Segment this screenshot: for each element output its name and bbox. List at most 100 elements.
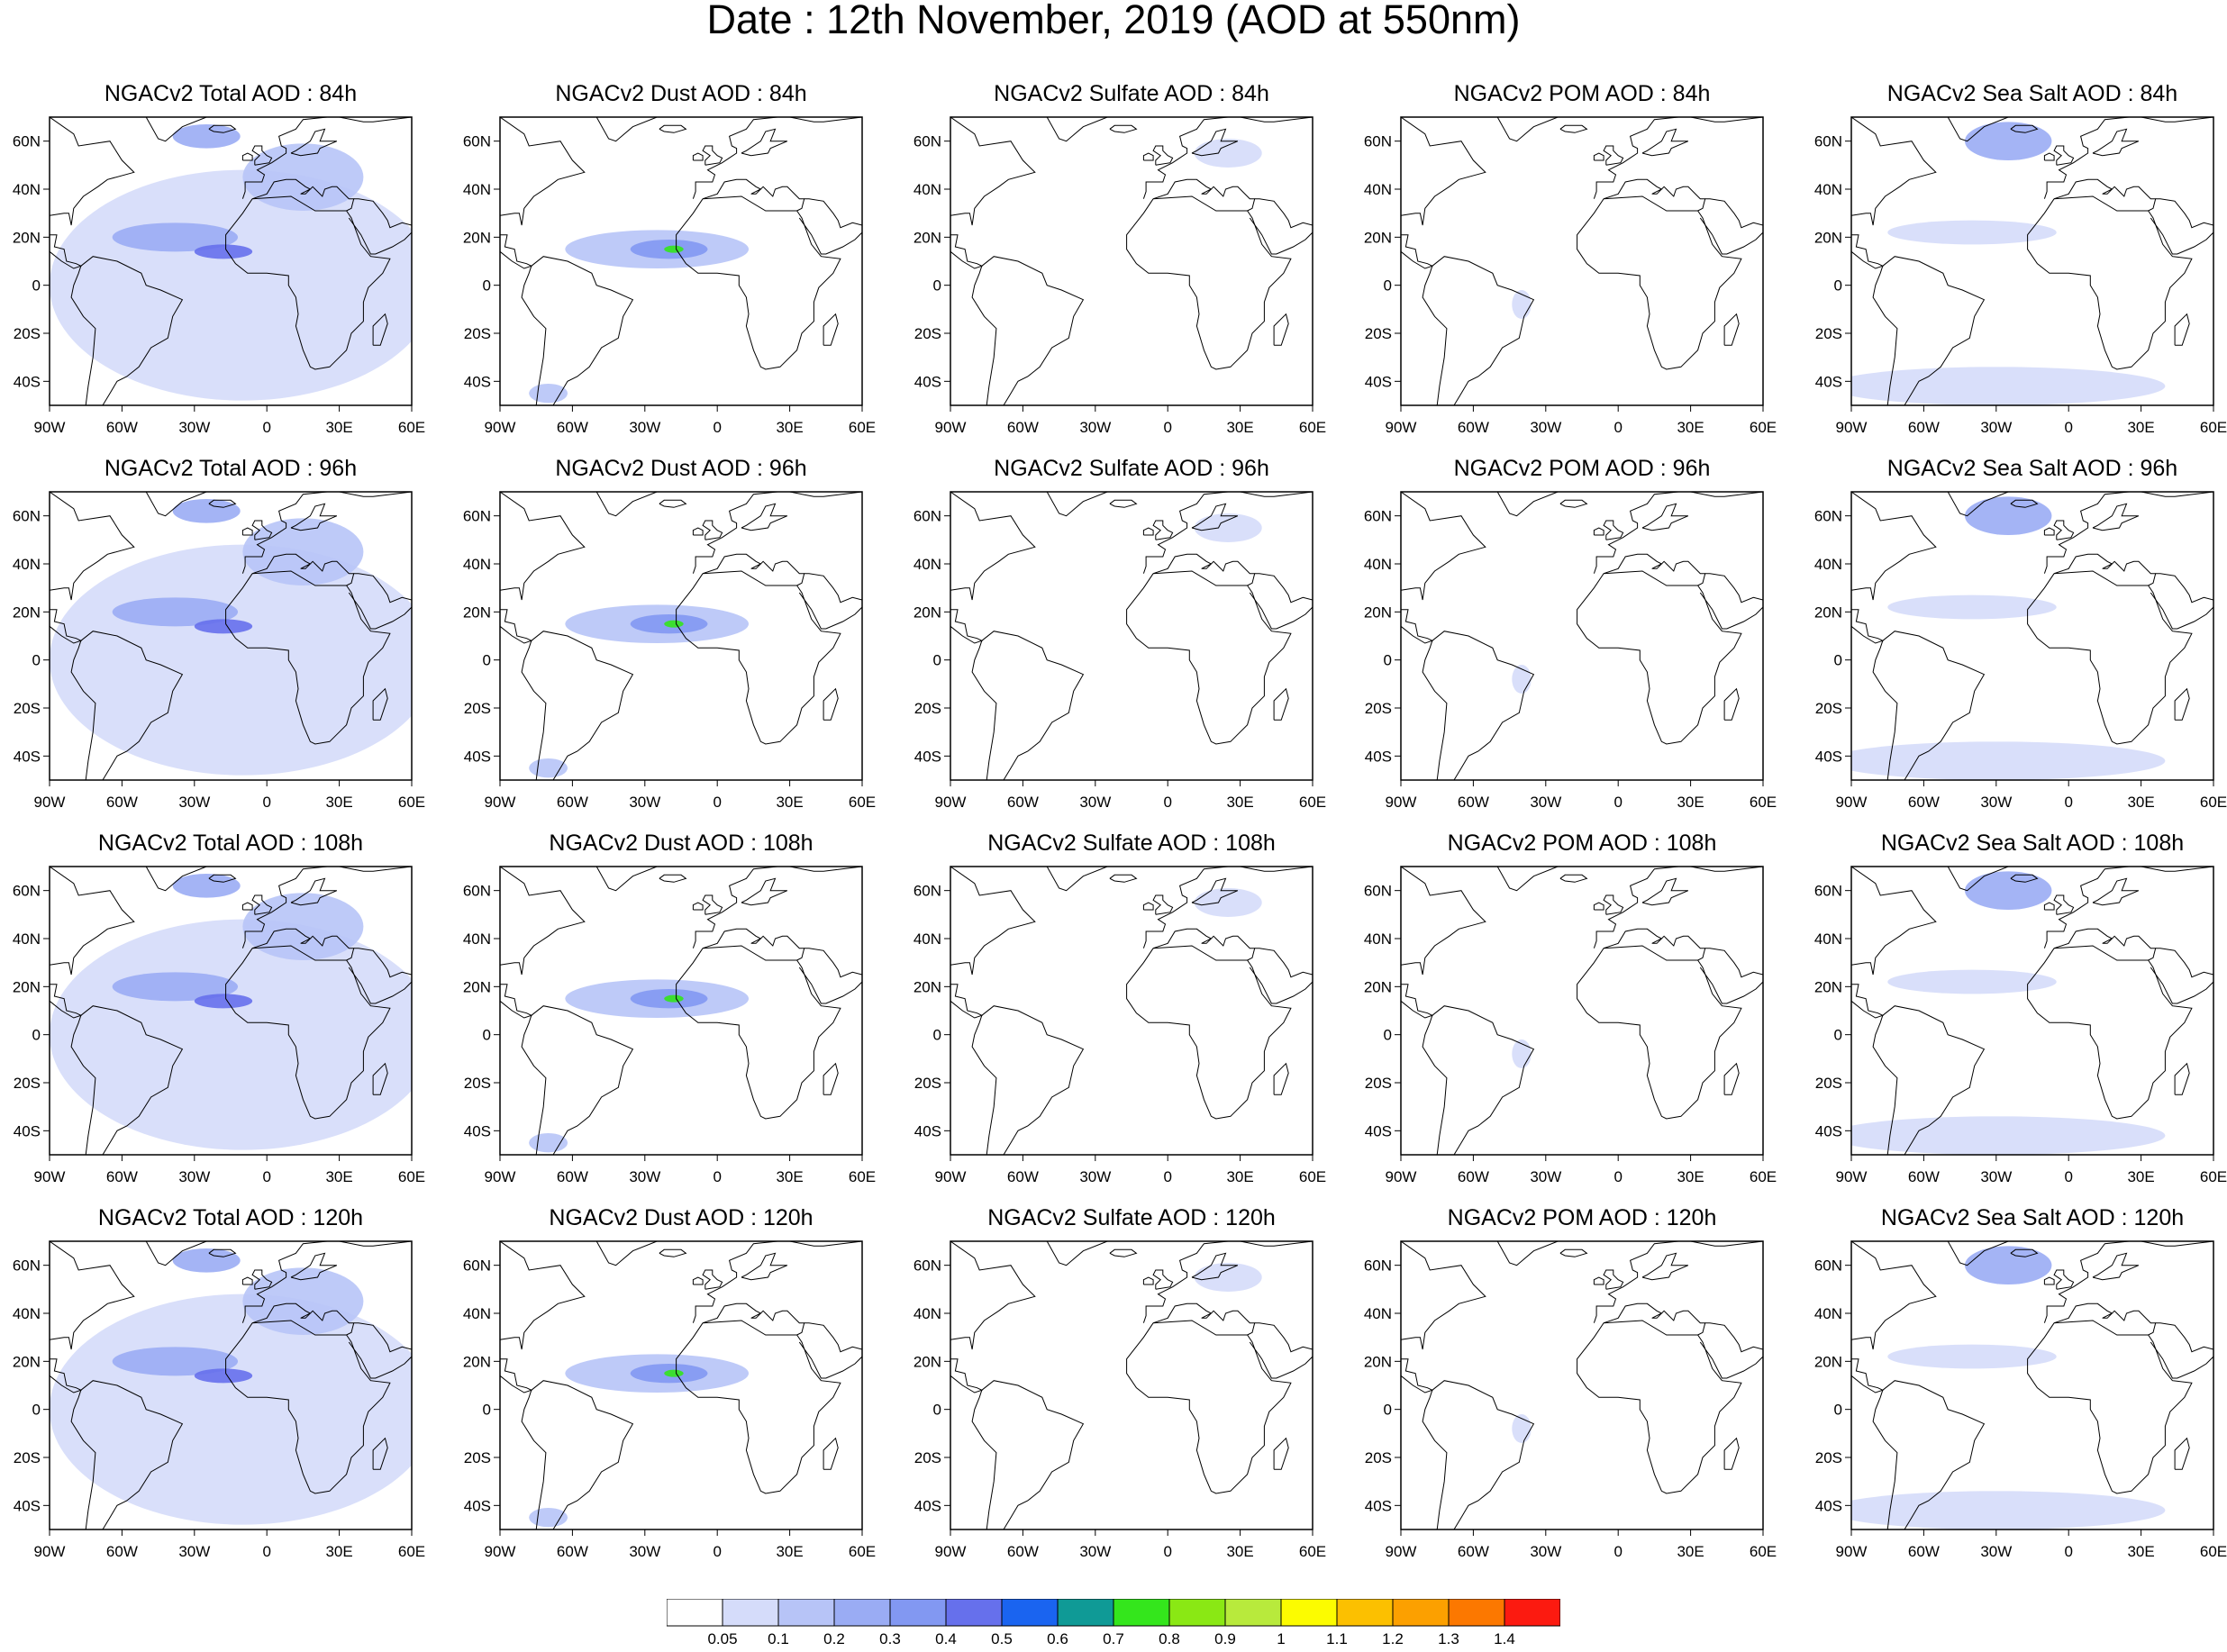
aod-plume — [1887, 220, 2057, 245]
coastline-iceland — [2010, 124, 2039, 133]
coastline-mediterranean-north — [1152, 553, 1256, 586]
lon-tick-label: 60W — [1007, 419, 1039, 436]
lat-tick-label: 40N — [463, 181, 491, 198]
coastline-mediterranean-north — [251, 1303, 355, 1336]
panel-title: NGACv2 Sea Salt AOD : 120h — [1880, 1205, 2185, 1230]
lon-tick-label: 90W — [935, 419, 967, 436]
coastline-great-britain — [251, 520, 273, 540]
lon-tick-label: 60E — [398, 419, 425, 436]
lat-tick-label: 60N — [463, 133, 491, 150]
coastline-central-america — [500, 234, 533, 269]
lon-tick-label: 0 — [713, 419, 721, 436]
coastline-ireland — [1593, 152, 1604, 161]
lon-tick-label: 60E — [2200, 794, 2227, 811]
lat-tick-label: 40S — [1815, 748, 1842, 765]
map-svg: 90W 60W 30W 0 30E 60E 60N 40N 20N 0 20S 40S — [1364, 1240, 1777, 1560]
lat-tick-label: 20S — [914, 325, 941, 342]
aod-plume — [1851, 741, 2166, 780]
aod-field — [529, 1354, 750, 1528]
lon-tick-label: 60E — [1299, 419, 1326, 436]
coastline-iceland — [1109, 499, 1138, 508]
coastline-europe-africa-asia — [1593, 1241, 1763, 1529]
coastline-africa — [225, 945, 391, 1120]
coastline-europe-africa-asia — [692, 1241, 862, 1529]
lat-tick-label: 40S — [1365, 1122, 1392, 1139]
coastline-central-america — [1851, 1358, 1885, 1393]
coastline-madagascar — [1273, 687, 1289, 721]
coastline-baltic — [1191, 503, 1239, 531]
coastline-north-america — [500, 117, 586, 226]
map-svg: 90W 60W 30W 0 30E 60E 60N 40N 20N 0 20S 40S — [13, 866, 425, 1185]
lon-tick-label: 30E — [1226, 419, 1253, 436]
lon-tick-label: 60W — [1458, 1543, 1489, 1560]
aod-field — [529, 604, 750, 778]
lon-tick-label: 60E — [849, 1543, 876, 1560]
lat-tick-label: 60N — [1814, 883, 1842, 900]
coastline-ireland — [241, 1276, 253, 1285]
lon-tick-label: 30W — [1980, 1543, 2012, 1560]
coastline-africa — [225, 570, 391, 745]
lon-tick-label: 0 — [713, 794, 721, 811]
lat-tick-label: 20S — [914, 1075, 941, 1092]
coastline-ireland — [1593, 902, 1604, 911]
coastline-iceland — [208, 499, 237, 508]
aod-plume — [1194, 888, 1262, 917]
coastline-great-britain — [1152, 145, 1174, 166]
coastline-great-britain — [702, 145, 723, 166]
coastline-great-britain — [2053, 894, 2075, 915]
map-frame — [49, 1240, 413, 1530]
lon-tick-label: 30W — [1980, 1168, 2012, 1185]
coastline-madagascar — [372, 687, 388, 721]
lat-tick-label: 0 — [483, 652, 491, 669]
coastline-arabia — [798, 198, 862, 255]
aod-plume — [194, 619, 253, 634]
lat-tick-label: 40N — [1814, 181, 1842, 198]
coastline-central-america — [950, 609, 984, 644]
coastline-great-britain — [251, 894, 273, 915]
map-svg: 90W 60W 30W 0 30E 60E 60N 40N 20N 0 20S 40S — [914, 866, 1326, 1185]
lon-tick-label: 90W — [935, 1168, 967, 1185]
coastline-baltic — [741, 877, 788, 906]
lon-tick-label: 0 — [713, 1168, 721, 1185]
lat-tick-label: 20N — [463, 229, 491, 246]
lat-tick-label: 0 — [483, 1027, 491, 1044]
lat-tick-label: 20N — [463, 604, 491, 621]
coastline-ireland — [2043, 527, 2055, 536]
lon-tick-label: 30E — [2127, 1543, 2154, 1560]
lat-tick-label: 0 — [1384, 1027, 1392, 1044]
lat-tick-label: 20S — [1365, 700, 1392, 717]
lon-tick-label: 0 — [2064, 1168, 2072, 1185]
lat-tick-label: 60N — [1814, 133, 1842, 150]
coastline-europe-africa-asia — [2043, 117, 2213, 405]
aod-field — [1194, 1263, 1262, 1292]
map-svg: 90W 60W 30W 0 30E 60E 60N 40N 20N 0 20S 40S — [13, 1240, 425, 1560]
panel-title: NGACv2 Dust AOD : 84h — [555, 81, 807, 106]
lon-tick-label: 30E — [1677, 794, 1704, 811]
lon-tick-label: 30E — [1677, 1543, 1704, 1560]
lon-tick-label: 60E — [2200, 419, 2227, 436]
lon-tick-label: 30W — [629, 1168, 660, 1185]
map-svg: 90W 60W 30W 0 30E 60E 60N 40N 20N 0 20S 40S — [1364, 866, 1777, 1185]
map-panel: NGACv2 POM AOD : 84h 90W 60W 30W 0 30E 60E 60N 4… — [1364, 81, 1815, 459]
coastline-madagascar — [1723, 1062, 1740, 1095]
aod-field — [529, 230, 750, 404]
coastline-north-america — [1401, 867, 1486, 976]
coastline-iceland — [208, 1248, 237, 1257]
coastline-africa — [1126, 195, 1292, 370]
coastline-baltic — [1191, 128, 1239, 157]
lat-tick-label: 40N — [1364, 1305, 1392, 1322]
lat-tick-label: 20S — [1815, 325, 1842, 342]
aod-plume — [50, 919, 412, 1150]
lat-tick-label: 40S — [14, 748, 41, 765]
coastline-central-america — [50, 1358, 83, 1393]
coastline-ireland — [2043, 1276, 2055, 1285]
aod-plume — [1964, 496, 2052, 535]
map-frame — [950, 116, 1313, 406]
coastline-iceland — [659, 874, 687, 883]
lat-tick-label: 20N — [1364, 978, 1392, 995]
colorbar-swatch — [1057, 1598, 1114, 1627]
lat-tick-label: 0 — [1834, 1027, 1842, 1044]
lat-tick-label: 0 — [1834, 277, 1842, 295]
coastline-ireland — [692, 1276, 704, 1285]
map-frame — [950, 491, 1313, 781]
